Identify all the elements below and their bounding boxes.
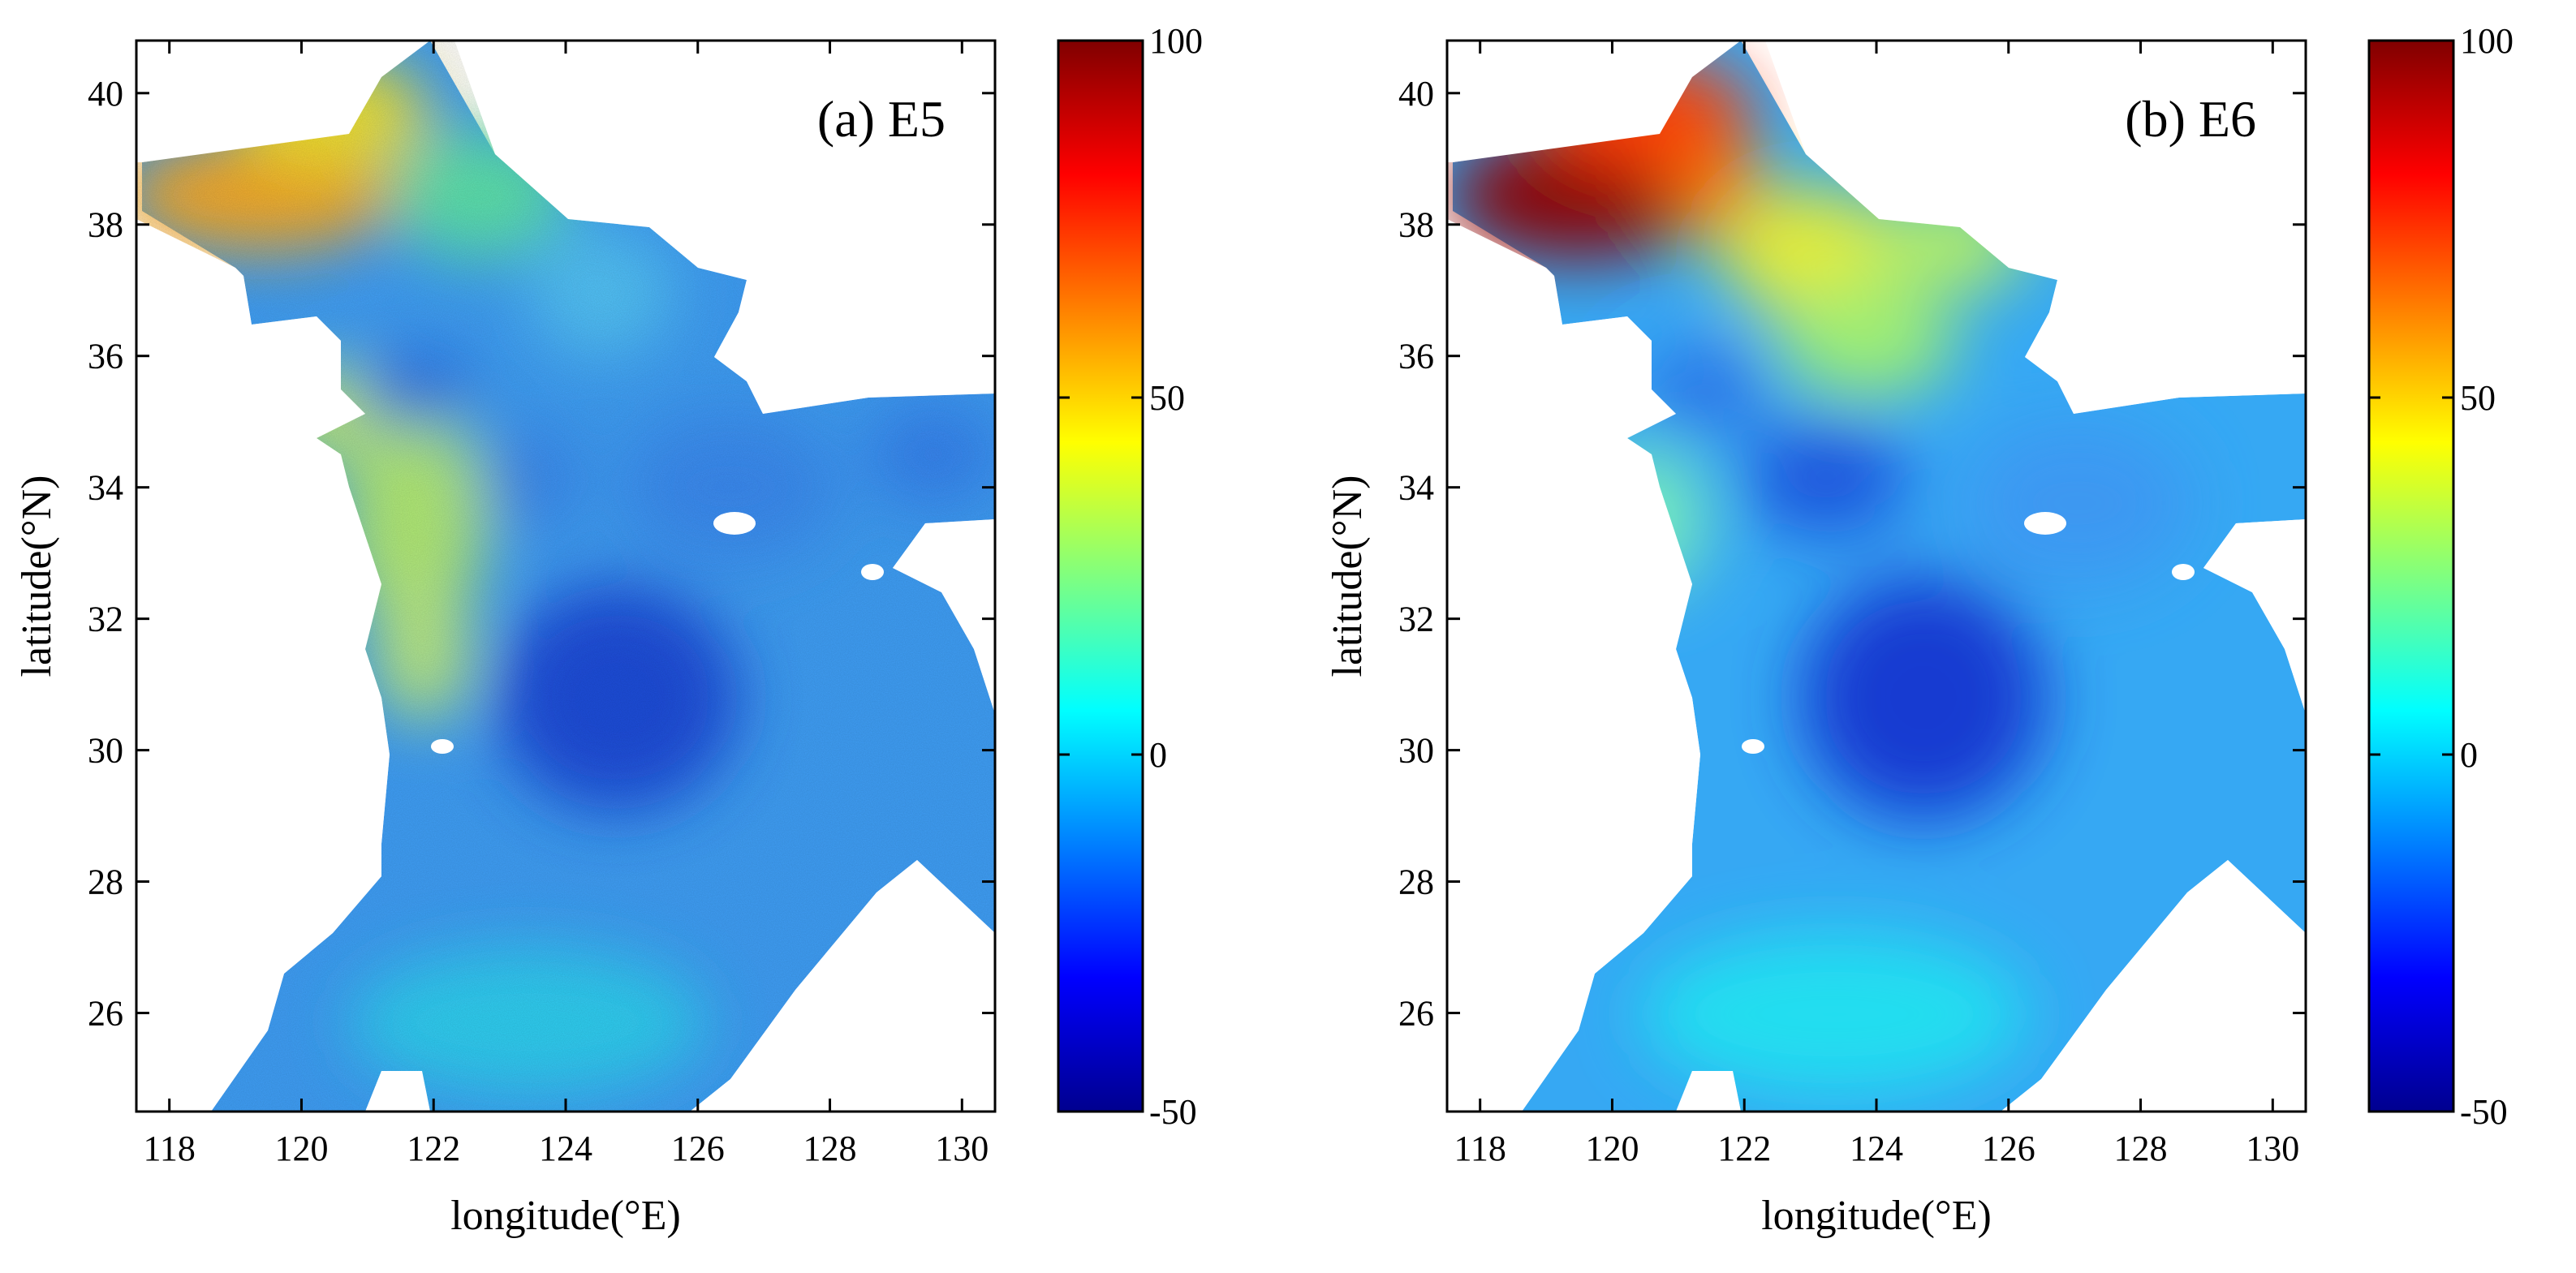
y-tick-label: 34: [88, 468, 123, 508]
land-mask-a: [136, 41, 995, 1112]
x-tick-label: 124: [1850, 1129, 1903, 1168]
x-tick-label: 122: [1717, 1129, 1771, 1168]
y-axis-a: 26 28 30 32 34 36 38 40: [88, 74, 995, 1034]
colorbar-ticks-a: -50 0 50 100: [1058, 21, 1203, 1132]
y-tick-label: 32: [88, 600, 123, 639]
x-tick-label: 120: [274, 1129, 328, 1168]
y-axis-title-a: latitude(°N): [14, 475, 60, 677]
colorbar-tick-label: 0: [2460, 735, 2478, 775]
colorbar-tick-label: 0: [1149, 735, 1167, 775]
x-tick-label: 118: [1454, 1129, 1506, 1168]
x-axis-b: 118 120 122 124 126 128 130: [1454, 41, 2299, 1168]
colorbar-tick-label: -50: [2460, 1092, 2508, 1132]
y-tick-label: 26: [88, 994, 123, 1034]
y-tick-label: 30: [88, 731, 123, 771]
y-tick-label: 34: [1398, 468, 1434, 508]
y-tick-label: 40: [88, 74, 123, 114]
colorbar-tick-label: 50: [2460, 378, 2496, 418]
panel-a: 118 120 122 124 126 128 130 26 28 30 32 34 36 38 40 (…: [14, 21, 1203, 1239]
y-tick-label: 38: [88, 205, 123, 245]
colorbar-tick-label: 50: [1149, 378, 1185, 418]
x-tick-label: 128: [2114, 1129, 2168, 1168]
colorbar-a: [1057, 39, 1144, 1113]
y-axis-title-b: latitude(°N): [1325, 475, 1371, 677]
x-tick-label: 126: [671, 1129, 725, 1168]
x-tick-label: 120: [1585, 1129, 1639, 1168]
y-tick-label: 38: [1398, 205, 1434, 245]
panel-label-a: (a) E5: [817, 90, 946, 148]
x-axis-title-a: longitude(°E): [450, 1193, 681, 1239]
colorbar-tick-label: 100: [2460, 21, 2514, 61]
colorbar-tick-label: 100: [1149, 21, 1203, 61]
y-tick-label: 28: [88, 862, 123, 902]
y-tick-label: 28: [1398, 862, 1434, 902]
x-tick-label: 130: [935, 1129, 989, 1168]
colorbar-b: [2367, 39, 2455, 1113]
x-tick-label: 128: [803, 1129, 857, 1168]
x-tick-label: 126: [1982, 1129, 2035, 1168]
colorbar-ticks-b: -50 0 50 100: [2369, 21, 2514, 1132]
colorbar-tick-label: -50: [1149, 1092, 1197, 1132]
x-tick-label: 130: [2246, 1129, 2299, 1168]
y-tick-label: 30: [1398, 731, 1434, 771]
x-tick-label: 122: [407, 1129, 460, 1168]
y-tick-label: 36: [88, 337, 123, 376]
y-tick-label: 36: [1398, 337, 1434, 376]
x-axis-a: 118 120 122 124 126 128 130: [144, 41, 989, 1168]
panel-b: 118 120 122 124 126 128 130 26 28 30 32 34 36 38 40 (…: [1325, 21, 2514, 1239]
panel-label-b: (b) E6: [2125, 90, 2256, 148]
y-tick-label: 40: [1398, 74, 1434, 114]
y-tick-label: 26: [1398, 994, 1434, 1034]
y-tick-label: 32: [1398, 600, 1434, 639]
land-mask-b: [1447, 41, 2306, 1112]
x-tick-label: 124: [539, 1129, 592, 1168]
x-axis-title-b: longitude(°E): [1761, 1193, 1992, 1239]
x-tick-label: 118: [144, 1129, 196, 1168]
y-axis-b: 26 28 30 32 34 36 38 40: [1398, 74, 2306, 1034]
